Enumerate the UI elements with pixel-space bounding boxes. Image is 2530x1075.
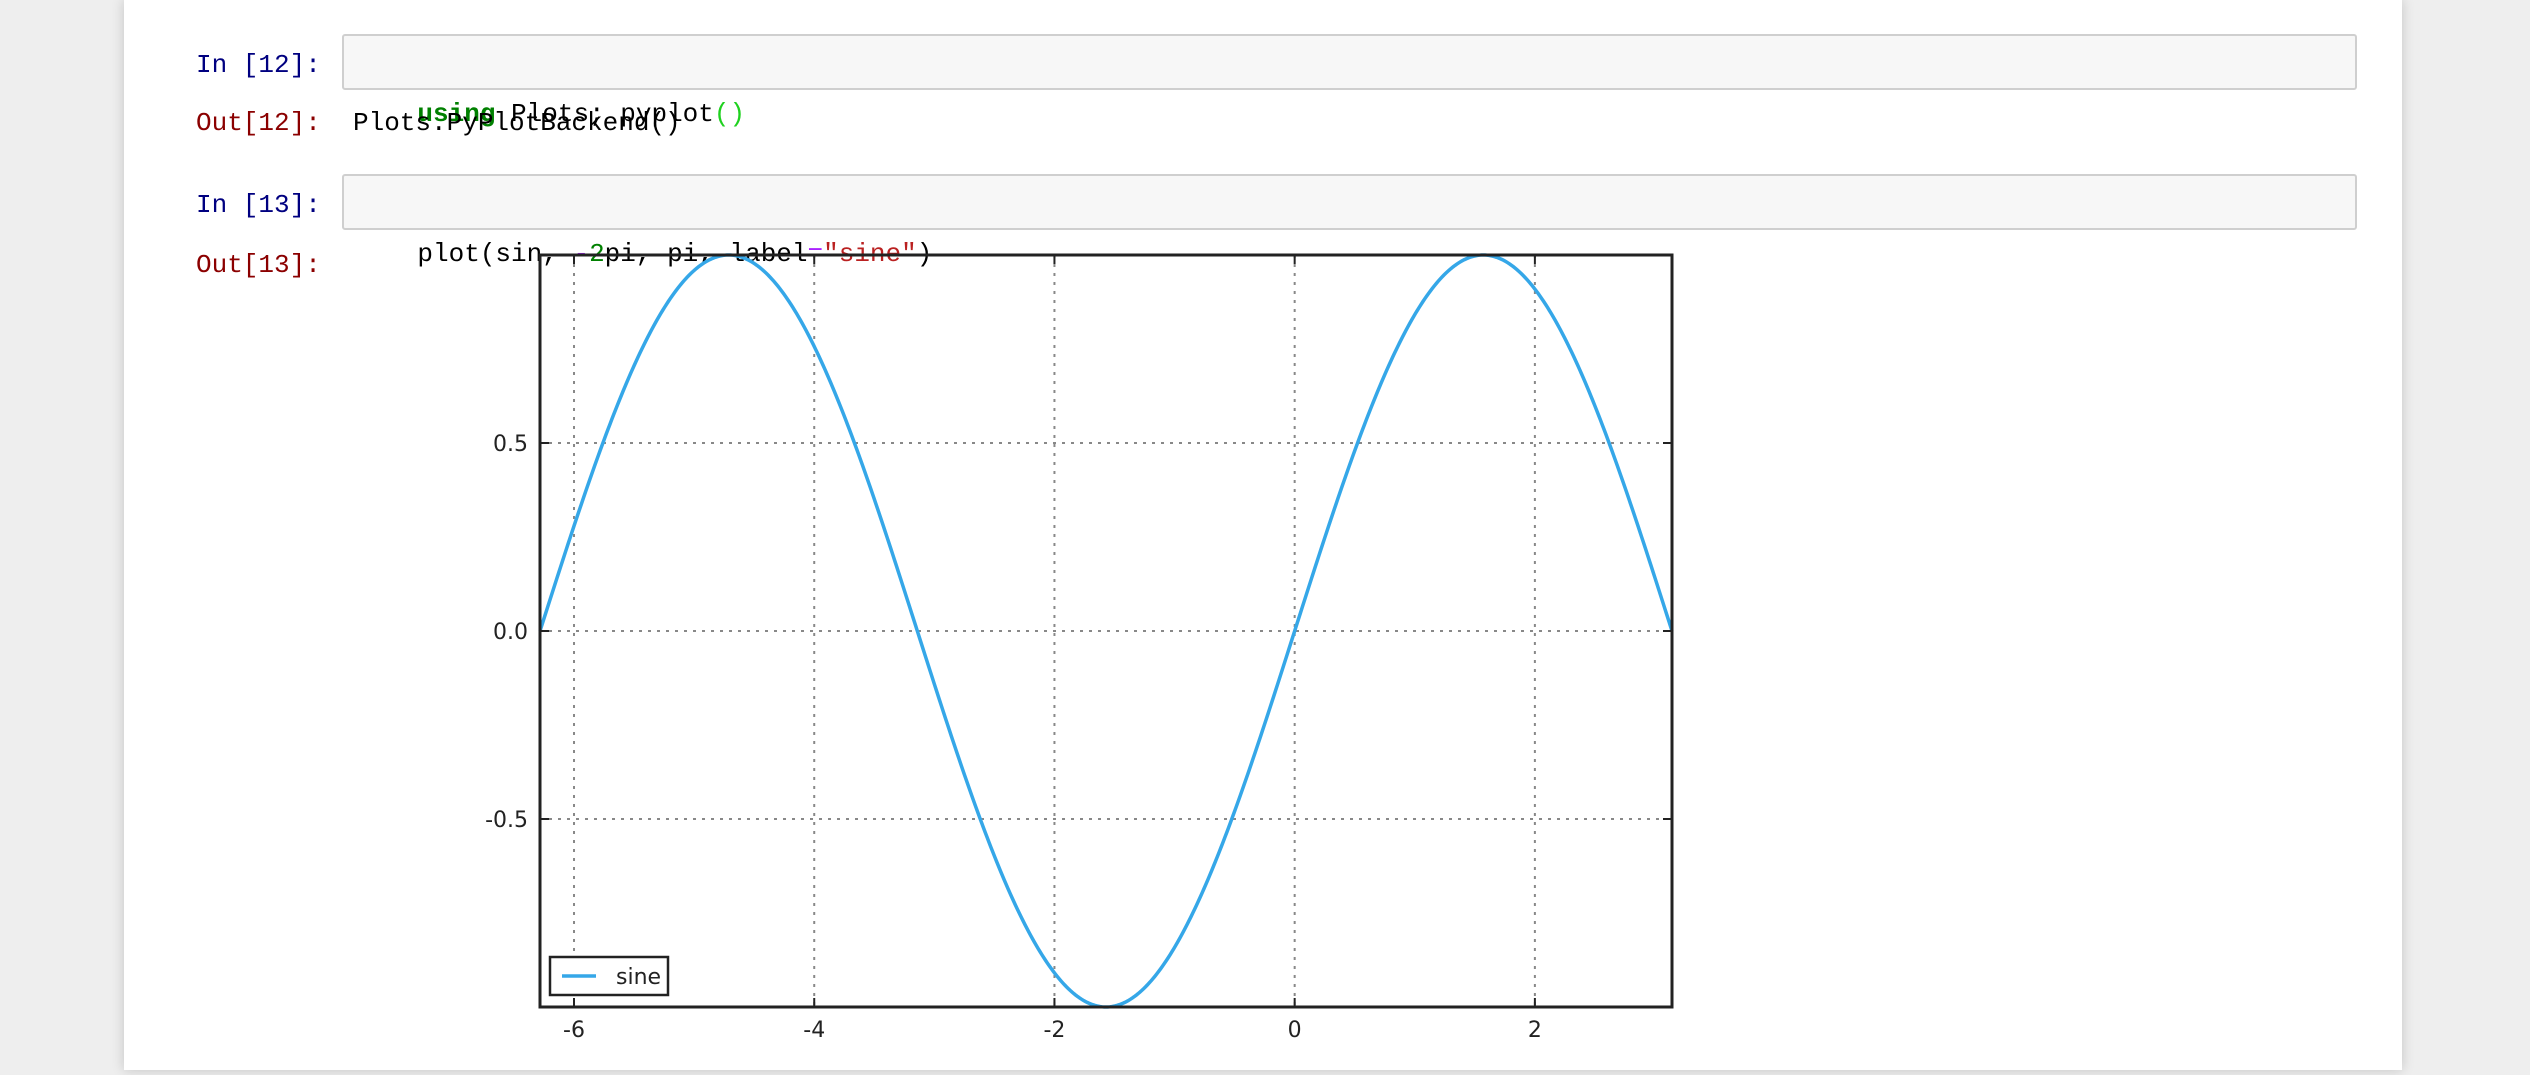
cell-12-output-prompt: Out[12]: <box>196 108 321 138</box>
sine-plot: -6 -4 -2 0 2 0.5 0.0 -0.5 sine <box>485 253 1674 1043</box>
x-tick-label: -4 <box>803 1018 825 1043</box>
sine-series-line <box>538 253 1674 1009</box>
cell-12-output: Plots.PyPlotBackend() <box>353 108 681 138</box>
code-token: plot(sin, <box>417 239 574 269</box>
cell-13-code-input[interactable]: plot(sin, -2pi, pi, label="sine") <box>342 174 2357 269</box>
grid-lines <box>540 255 1672 1007</box>
y-tick-label: 0.0 <box>493 620 528 645</box>
notebook-container: In [12]: using Plots; pyplot() Out[12]: … <box>124 0 2402 1070</box>
axis-ticks: -6 -4 -2 0 2 0.5 0.0 -0.5 <box>485 255 1672 1043</box>
y-tick-label: -0.5 <box>485 808 528 833</box>
y-tick-label: 0.5 <box>493 432 528 457</box>
x-tick-label: 0 <box>1288 1018 1302 1043</box>
plot-axes-frame <box>538 253 1674 1009</box>
code-token: () <box>713 99 746 129</box>
x-tick-label: 2 <box>1528 1018 1542 1043</box>
cell-12-input-prompt: In [12]: <box>196 50 321 80</box>
plot-output: -6 -4 -2 0 2 0.5 0.0 -0.5 sine <box>344 240 1684 1075</box>
code-token: using <box>417 99 496 129</box>
cell-13-output-prompt: Out[13]: <box>196 250 321 280</box>
legend: sine <box>548 955 670 997</box>
code-token: Plots; pyplot <box>495 99 714 129</box>
legend-label: sine <box>616 965 661 990</box>
cell-13-input-prompt: In [13]: <box>196 190 321 220</box>
x-tick-label: -2 <box>1043 1018 1065 1043</box>
cell-12-code-input[interactable]: using Plots; pyplot() <box>342 34 2357 129</box>
x-tick-label: -6 <box>563 1018 585 1043</box>
